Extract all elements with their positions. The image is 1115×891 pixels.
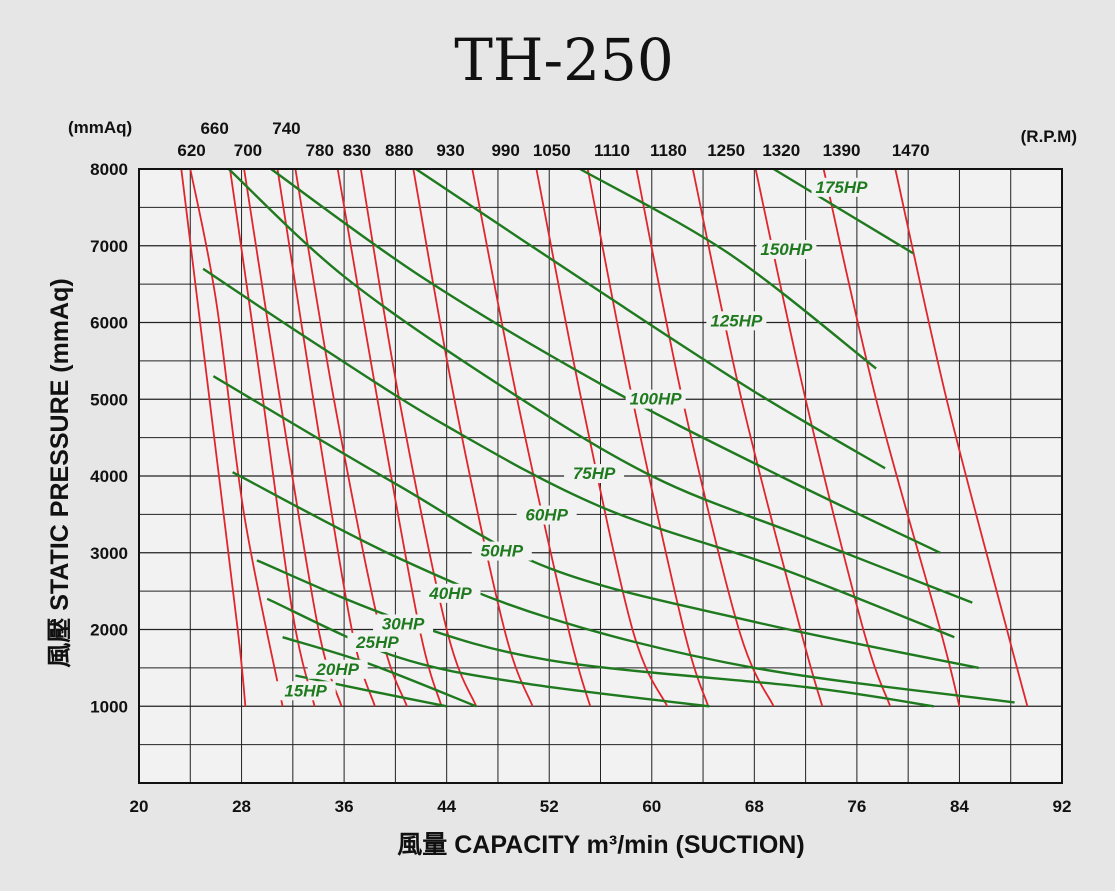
- hp-curve: [579, 167, 877, 370]
- hp-label-bg: [706, 311, 767, 331]
- x-tick-label: 92: [1053, 797, 1072, 816]
- hp-label: 20HP: [315, 660, 359, 679]
- y-tick-label: 5000: [90, 390, 128, 409]
- hp-label: 175HP: [816, 178, 869, 197]
- hp-label: 75HP: [573, 464, 616, 483]
- hp-label: 25HP: [355, 633, 399, 652]
- rpm-label: 740: [272, 119, 300, 138]
- hp-curve: [772, 167, 914, 255]
- hp-label: 40HP: [428, 584, 472, 603]
- hp-curve: [415, 168, 886, 470]
- rpm-label: 780: [306, 141, 334, 160]
- rpm-curve: [691, 168, 824, 707]
- x-tick-label: 84: [950, 797, 969, 816]
- rpm-label: 930: [436, 141, 464, 160]
- rpm-label: 1470: [892, 141, 930, 160]
- chart-title: TH-250: [454, 26, 674, 94]
- x-axis-label: 風量 CAPACITY m³/min (SUCTION): [397, 831, 804, 859]
- rpm-curve: [189, 168, 284, 707]
- rpm-curve: [635, 168, 775, 707]
- hp-label: 15HP: [284, 681, 327, 700]
- x-tick-label: 60: [642, 797, 661, 816]
- x-tick-label: 76: [847, 797, 866, 816]
- plot-border: [138, 168, 1063, 784]
- y-unit-label: (mmAq): [68, 118, 132, 137]
- rpm-curve: [586, 168, 710, 707]
- rpm-label: 830: [343, 141, 371, 160]
- rpm-curve: [359, 168, 478, 707]
- hp-label: 125HP: [710, 311, 763, 330]
- hp-label-bg: [625, 389, 686, 409]
- hp-curve: [202, 267, 955, 639]
- x-tick-label: 28: [232, 797, 251, 816]
- hp-label: 30HP: [382, 615, 425, 634]
- hp-label: 60HP: [525, 506, 568, 525]
- hp-curve: [295, 674, 447, 708]
- y-tick-label: 7000: [90, 237, 128, 256]
- y-tick-label: 3000: [90, 544, 128, 563]
- hp-curve: [212, 375, 979, 670]
- hp-label-bg: [756, 239, 817, 259]
- y-tick-labels: 1000 2000 3000 4000 5000 6000 7000 8000: [90, 160, 128, 716]
- rpm-curve: [412, 168, 534, 707]
- y-tick-label: 1000: [90, 697, 128, 716]
- hp-curve: [282, 636, 477, 708]
- hp-curves: [202, 167, 1015, 708]
- hp-curve: [256, 559, 934, 708]
- hp-label-bg: [373, 614, 434, 634]
- rpm-curve: [336, 168, 443, 707]
- rpm-label: 1110: [594, 141, 630, 160]
- hp-label-bg: [471, 541, 532, 561]
- hp-label: 150HP: [760, 240, 813, 259]
- hp-curve: [227, 168, 973, 604]
- hp-label-bg: [307, 659, 368, 679]
- x-tick-label: 52: [540, 797, 559, 816]
- x-tick-label: 44: [437, 797, 456, 816]
- hp-curve: [232, 471, 1015, 704]
- x-tick-label: 20: [130, 797, 149, 816]
- hp-label: 50HP: [481, 542, 524, 561]
- hp-label: 100HP: [630, 390, 683, 409]
- rpm-label: 1050: [533, 141, 571, 160]
- rpm-label: 990: [491, 141, 519, 160]
- hp-curve: [270, 168, 941, 554]
- rpm-curve: [822, 168, 961, 707]
- x-tick-label: 36: [335, 797, 354, 816]
- hp-label-bg: [275, 681, 336, 701]
- rpm-label: 1390: [823, 141, 861, 160]
- rpm-labels: 620 660 700 740 780 830 880 930 990 1050 1110 1180 1…: [177, 119, 929, 160]
- rpm-label: 880: [385, 141, 413, 160]
- y-tick-label: 4000: [90, 467, 128, 486]
- rpm-curve: [180, 168, 247, 707]
- rpm-label: 660: [200, 119, 228, 138]
- plot-frame: [138, 168, 1063, 784]
- y-tick-label: 8000: [90, 160, 128, 179]
- rpm-label: 700: [234, 141, 262, 160]
- y-tick-label: 6000: [90, 314, 128, 333]
- rpm-label: 1250: [707, 141, 745, 160]
- rpm-curve: [471, 168, 592, 707]
- hp-label-bg: [811, 177, 872, 197]
- hp-label-bg: [420, 583, 481, 603]
- rpm-curve: [894, 168, 1029, 707]
- hp-curve: [266, 597, 710, 708]
- rpm-unit-label: (R.P.M): [1021, 127, 1077, 146]
- rpm-curve: [229, 168, 316, 707]
- x-tick-labels: 20 28 36 44 52 60 68 76 84 92: [130, 797, 1072, 816]
- hp-label-bg: [564, 464, 625, 484]
- rpm-curve: [294, 168, 408, 707]
- x-tick-label: 68: [745, 797, 764, 816]
- y-tick-label: 2000: [90, 621, 128, 640]
- rpm-label: 1180: [650, 141, 687, 160]
- rpm-label: 1320: [762, 141, 800, 160]
- y-axis-label: 風壓 STATIC PRESSURE (mmAq): [46, 278, 74, 667]
- hp-label-bg: [347, 632, 408, 652]
- rpm-label: 620: [177, 141, 205, 160]
- hp-label-bg: [516, 505, 577, 525]
